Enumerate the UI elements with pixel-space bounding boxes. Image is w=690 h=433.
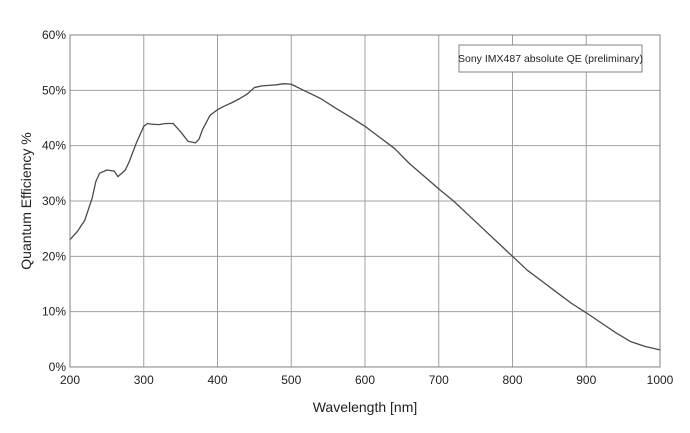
y-tick-label: 50% xyxy=(42,83,66,97)
x-axis-ticks: 200 300 400 500 600 700 800 900 1000 xyxy=(60,373,674,387)
y-tick-label: 40% xyxy=(42,139,66,153)
x-tick-label: 800 xyxy=(502,373,522,387)
y-axis-title: Quantum Efficiency % xyxy=(18,132,34,269)
y-tick-label: 20% xyxy=(42,249,66,263)
x-tick-label: 500 xyxy=(281,373,301,387)
y-tick-label: 60% xyxy=(42,28,66,42)
plot-area-frame xyxy=(69,34,661,368)
y-tick-label: 10% xyxy=(42,305,66,319)
grid xyxy=(69,34,661,368)
series-layer xyxy=(69,83,661,351)
series-line xyxy=(69,83,661,351)
x-tick-label: 900 xyxy=(576,373,596,387)
y-axis-ticks: 0% 10% 20% 30% 40% 50% 60% xyxy=(42,28,66,374)
x-tick-label: 600 xyxy=(355,373,375,387)
legend-box xyxy=(458,44,643,73)
x-tick-label: 700 xyxy=(429,373,449,387)
y-tick-label: 30% xyxy=(42,194,66,208)
x-tick-label: 1000 xyxy=(647,373,674,387)
x-tick-label: 300 xyxy=(134,373,154,387)
legend: Sony IMX487 absolute QE (preliminary) xyxy=(458,44,643,73)
x-tick-label: 400 xyxy=(207,373,227,387)
legend-label: Sony IMX487 absolute QE (preliminary) xyxy=(458,53,643,65)
x-axis-title: Wavelength [nm] xyxy=(313,399,418,415)
x-tick-label: 200 xyxy=(60,373,80,387)
y-tick-label: 0% xyxy=(49,360,67,374)
